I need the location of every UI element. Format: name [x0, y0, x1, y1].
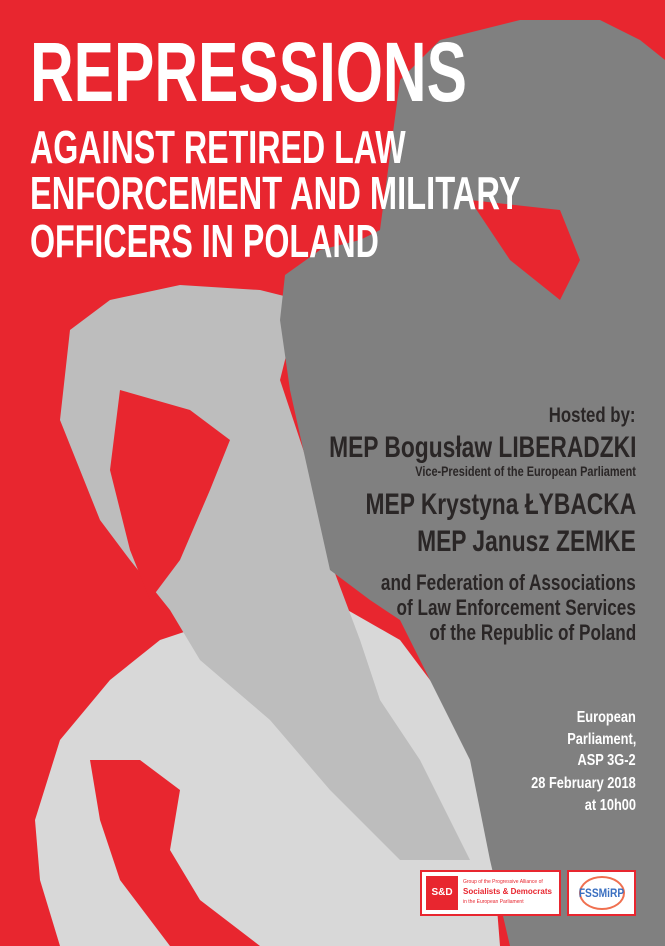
federation-line-1: and Federation of Associations — [381, 570, 636, 595]
fssmirp-text: FSSMiRP — [578, 886, 625, 900]
sd-line-1: Group of the Progressive Alliance of — [463, 879, 543, 885]
fssmirp-ring — [579, 876, 625, 910]
venue-line-1: European — [576, 709, 636, 726]
federation-line-3: of the Republic of Poland — [429, 620, 636, 645]
sd-line-2: Socialists & Democrats — [463, 887, 552, 896]
event-time: at 10h00 — [584, 797, 636, 814]
title-line-1: REPRESSIONS — [30, 25, 467, 119]
host-1-role: Vice-President of the European Parliamen… — [415, 463, 636, 479]
federation-line-2: of Law Enforcement Services — [396, 595, 636, 620]
hosted-by-label: Hosted by: — [549, 404, 636, 427]
sd-mark: S&D — [426, 876, 458, 910]
host-3: MEP Janusz ZEMKE — [417, 525, 636, 558]
title-line-3: ENFORCEMENT AND MILITARY — [30, 167, 521, 219]
venue-line-3: ASP 3G-2 — [577, 752, 636, 769]
red-shape-left — [110, 390, 230, 600]
host-2: MEP Krystyna ŁYBACKA — [365, 488, 636, 521]
sd-line-3: in the European Parliament — [463, 899, 524, 905]
venue-line-2: Parliament, — [566, 731, 636, 748]
sd-logo: S&D Group of the Progressive Alliance of… — [420, 870, 561, 916]
title-line-4: OFFICERS IN POLAND — [30, 215, 379, 267]
event-date: 28 February 2018 — [531, 775, 636, 792]
host-1: MEP Bogusław LIBERADZKI — [328, 431, 636, 464]
red-shape-bottom — [90, 760, 260, 946]
red-shape-right — [470, 200, 580, 300]
title-line-2: AGAINST RETIRED LAW — [30, 121, 406, 173]
fssmirp-logo: FSSMiRP — [567, 870, 636, 916]
